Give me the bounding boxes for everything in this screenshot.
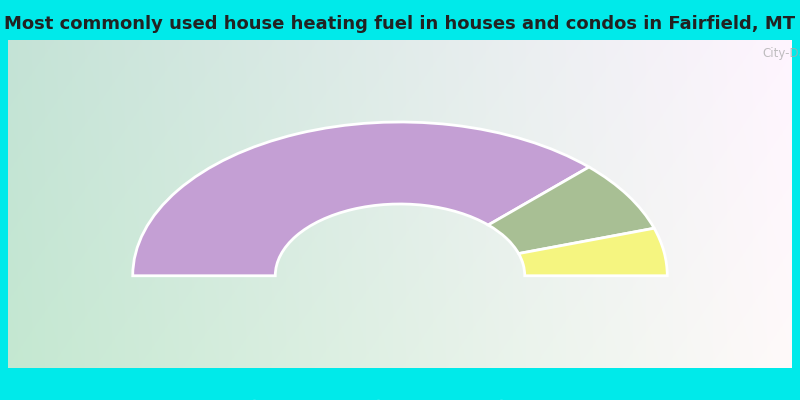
Wedge shape	[133, 122, 589, 276]
Wedge shape	[488, 167, 654, 254]
Wedge shape	[518, 228, 667, 276]
Text: City-Data.com: City-Data.com	[762, 46, 800, 60]
Legend: Utility gas, Electricity, Other: Utility gas, Electricity, Other	[234, 395, 566, 400]
Title: Most commonly used house heating fuel in houses and condos in Fairfield, MT: Most commonly used house heating fuel in…	[5, 15, 795, 33]
